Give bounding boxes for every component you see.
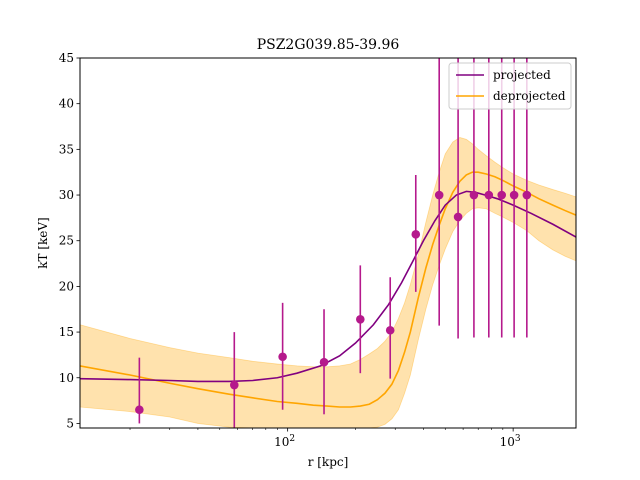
plot-frame <box>79 57 577 429</box>
data-marker <box>411 230 421 239</box>
data-marker <box>229 380 239 390</box>
data-point <box>356 265 365 374</box>
data-point <box>385 277 395 379</box>
data-point <box>411 174 421 292</box>
legend-label-projected: projected <box>493 68 551 82</box>
data-marker <box>356 314 365 324</box>
data-point <box>229 332 239 428</box>
data-point <box>278 302 287 410</box>
data-marker <box>469 190 479 200</box>
chart-title: PSZ2G039.85-39.96 <box>257 37 400 53</box>
deprojected-uncertainty-band <box>80 137 576 428</box>
y-tick-label: 45 <box>59 51 74 65</box>
data-marker <box>135 405 144 415</box>
y-tick-label: 40 <box>59 97 74 111</box>
y-tick-label: 25 <box>59 234 74 248</box>
data-point <box>434 58 444 326</box>
legend-label-deprojected: deprojected <box>493 89 566 103</box>
data-marker <box>509 190 519 200</box>
y-axis-label: kT [keV] <box>36 217 50 269</box>
y-tick-label: 10 <box>59 371 74 385</box>
y-tick-label: 5 <box>66 416 74 430</box>
series-line-projected <box>80 190 576 383</box>
data-point <box>319 309 329 415</box>
series-line-deprojected <box>80 171 576 408</box>
data-marker <box>385 325 395 335</box>
data-marker <box>453 212 463 222</box>
data-marker <box>434 190 444 200</box>
data-marker <box>278 352 287 362</box>
data-marker <box>484 190 494 200</box>
legend: projected deprojected <box>448 62 572 110</box>
y-tick-label: 15 <box>59 325 74 339</box>
y-tick-label: 30 <box>59 188 74 202</box>
x-axis-label: r [kpc] <box>308 455 349 469</box>
data-marker <box>522 190 532 200</box>
data-point <box>135 357 144 424</box>
data-marker <box>497 190 507 200</box>
y-tick-label: 20 <box>59 279 74 293</box>
y-tick-label: 35 <box>59 142 74 156</box>
data-marker <box>319 357 329 367</box>
